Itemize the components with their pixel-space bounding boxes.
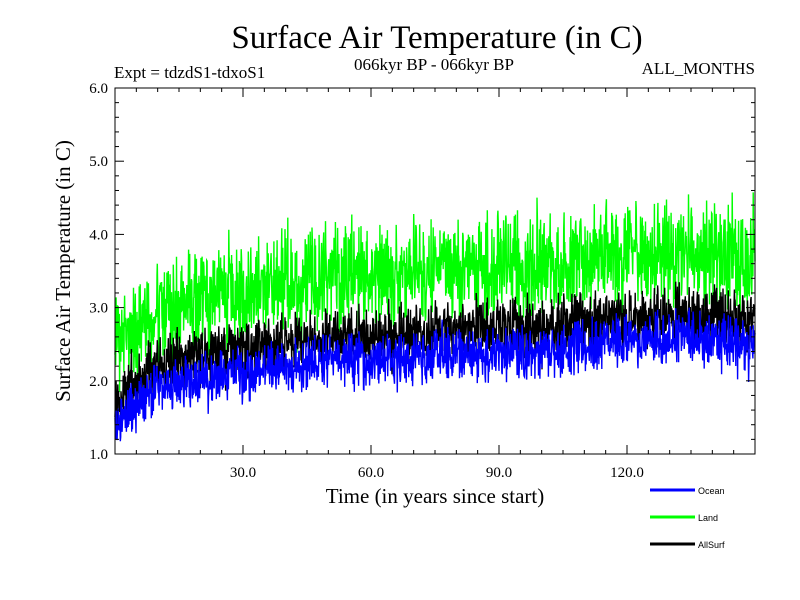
series-layer — [114, 192, 756, 442]
y-tick-label: 6.0 — [89, 81, 108, 97]
y-tick-label: 1.0 — [89, 447, 108, 463]
legend-label-allsurf: AllSurf — [698, 540, 725, 550]
legend-label-land: Land — [698, 513, 718, 523]
y-tick-label: 5.0 — [89, 154, 108, 170]
x-tick-label: 60.0 — [358, 465, 384, 481]
months-label: ALL_MONTHS — [642, 59, 755, 78]
y-tick-label: 2.0 — [89, 374, 108, 390]
axis-ticks: 30.0 60.0 90.0 120.0 1.0 2.0 3.0 4.0 5.0 6.0 — [89, 81, 755, 481]
y-axis-label: Surface Air Temperature (in C) — [51, 140, 75, 402]
x-tick-label: 120.0 — [610, 465, 644, 481]
x-tick-label: 90.0 — [486, 465, 512, 481]
chart-title: Surface Air Temperature (in C) — [231, 20, 642, 56]
y-tick-label: 3.0 — [89, 301, 108, 317]
experiment-label: Expt = tdzdS1-tdxoS1 — [114, 63, 265, 82]
period-label: 066kyr BP - 066kyr BP — [354, 55, 514, 74]
series-line-land — [114, 192, 756, 393]
y-tick-label: 4.0 — [89, 227, 108, 243]
series-line-allsurf — [114, 281, 756, 425]
legend: Ocean Land AllSurf — [650, 486, 725, 550]
x-tick-label: 30.0 — [230, 465, 256, 481]
legend-label-ocean: Ocean — [698, 486, 725, 496]
series-line-ocean — [114, 307, 756, 442]
x-axis-label: Time (in years since start) — [326, 484, 545, 508]
